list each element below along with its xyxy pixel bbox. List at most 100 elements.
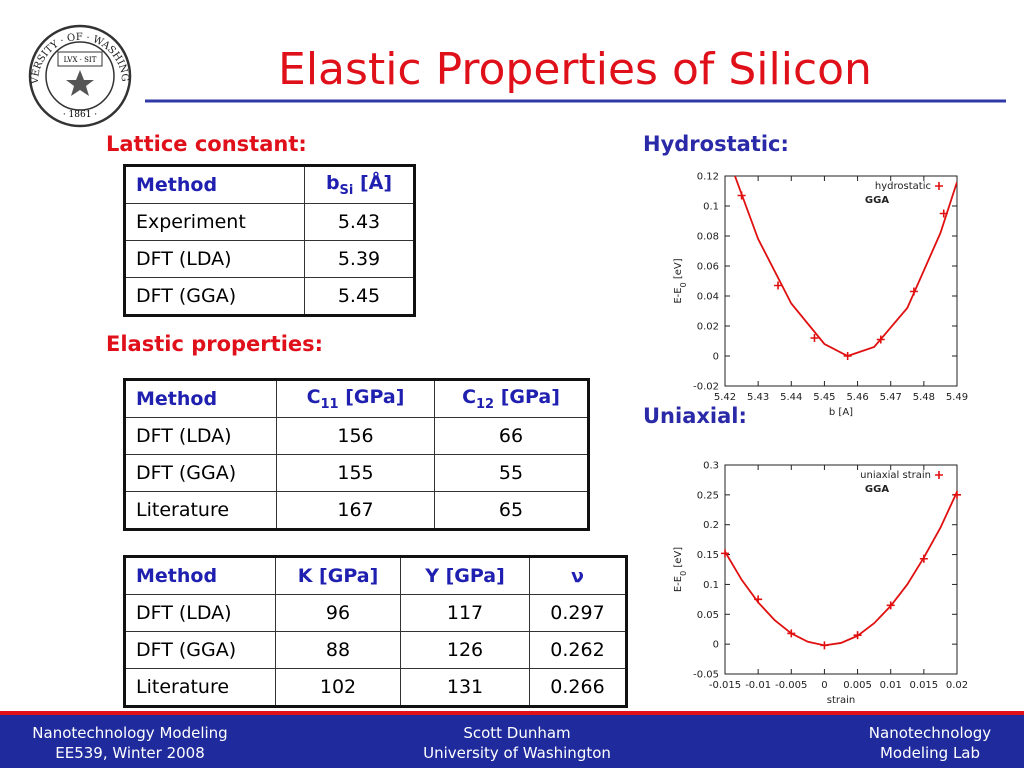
footer-text: University of Washington [423,744,611,762]
footer-text: Scott Dunham [463,724,570,742]
data-point [774,281,783,290]
table-row: Experiment 5.43 [124,203,415,241]
plot-frame [724,175,958,387]
footer-text: Nanotechnology [869,724,992,742]
legend-label: uniaxial strain [860,470,931,481]
y-tick-label: 0.3 [703,461,719,472]
section-heading: Hydrostatic: [643,132,789,156]
plot-frame [724,464,958,675]
y-tick-label: 0.1 [703,202,719,213]
y-label-subscript: 0 [679,282,688,287]
table-cell: DFT (GGA) [124,454,277,492]
footer: Nanotechnology Modeling EE539, Winter 20… [32,724,991,762]
header-row: Method K [GPa] Y [GPa] ν [124,556,627,595]
data-table: Method C11 [GPa] C12 [GPa] DFT (LDA) 156 66 DF… [123,378,590,531]
y-tick-label: 0 [713,640,719,651]
table-cell: Literature [124,668,276,707]
y-label-text: E-E [673,287,684,303]
header-cell: Method [124,165,305,204]
y-tick-label: 0.12 [697,172,719,183]
header-text: [GPa] [338,386,405,409]
annotation: GGA [865,195,889,206]
header-text: C [462,386,477,409]
header-subscript: 11 [320,396,339,412]
table-cell: 156 [276,417,435,455]
table-cell: 126 [400,631,530,669]
table-cell: 117 [400,594,530,632]
slide-title: Elastic Properties of Silicon [278,44,872,95]
header-row: Method C11 [GPa] C12 [GPa] [124,379,589,418]
table-row: DFT (GGA) 88 126 0.262 [124,631,627,669]
header-subscript: 12 [476,396,495,412]
header-text: [Å] [353,172,393,195]
logo-banner [57,51,103,67]
table-cell: 0.266 [529,668,627,707]
y-axis-label: E-E0 [eV] [673,547,688,592]
table-cell: 65 [434,491,589,530]
y-tick-label: 0.05 [697,610,719,621]
header-cell: K [GPa] [275,556,401,595]
table-cell: DFT (LDA) [124,240,305,278]
header-row: Method bSi [Å] [124,165,415,204]
x-tick-label: 5.45 [813,392,835,403]
table-row: DFT (GGA) 5.45 [124,277,415,316]
section-heading: Lattice constant: [106,132,307,156]
plot: -0.02 0 0.02 0.04 0.06 0.08 0.1 0.12 5.42 5.43 5.4… [673,172,968,419]
y-label-text: [eV] [673,258,684,282]
data-table: Method bSi [Å] Experiment 5.43 DFT (LDA) 5.39… [123,164,416,317]
x-tick-label: 0.01 [880,680,902,691]
y-tick-label: 0.15 [697,550,719,561]
footer-text: EE539, Winter 2008 [55,744,205,762]
logo-motto: LVX · SIT [64,56,97,64]
fit-curve [734,176,957,357]
logo-star [66,70,94,96]
table-cell: 5.39 [304,240,415,278]
header-cell: bSi [Å] [304,165,415,204]
header-cell: C11 [GPa] [276,379,435,418]
table-row: DFT (LDA) 5.39 [124,240,415,278]
y-label-subscript: 0 [679,571,688,576]
x-tick-label: 5.49 [946,392,968,403]
y-tick-label: 0.04 [697,292,719,303]
x-tick-label: -0.01 [745,680,771,691]
x-tick-label: -0.005 [775,680,807,691]
x-tick-label: 0.005 [843,680,872,691]
y-tick-label: -0.02 [693,382,719,393]
y-tick-label: 0.1 [703,580,719,591]
x-tick-label: 0.015 [910,680,939,691]
x-tick-label: 5.43 [747,392,769,403]
y-tick-label: 0.25 [697,490,719,501]
section-heading: Elastic properties: [106,332,323,356]
x-tick-label: 5.44 [780,392,802,403]
table-cell: DFT (LDA) [124,417,277,455]
header-cell: Method [124,379,277,418]
y-axis-label: E-E0 [eV] [673,258,688,303]
footer-band [0,715,1024,768]
logo-ring [28,24,132,128]
header-text: [GPa] [494,386,560,409]
data-point [721,549,729,558]
table-cell: 155 [276,454,435,492]
annotation: GGA [865,484,889,495]
table-cell: 5.45 [304,277,415,316]
y-tick-label: 0.06 [697,262,719,273]
y-label-text: [eV] [673,547,684,571]
footer-text: Modeling Lab [880,744,980,762]
table-row: Literature 102 131 0.266 [124,668,627,707]
x-axis-label: b [A] [829,407,853,418]
data-table: Method K [GPa] Y [GPa] ν DFT (LDA) 96 117 0.297… [123,555,628,708]
x-tick-label: 0.02 [946,680,968,691]
table-cell: DFT (LDA) [124,594,276,632]
logo-year: · 1861 · [63,110,97,120]
table-cell: 0.262 [529,631,627,669]
fit-curve [725,491,957,647]
logo-inner [45,41,115,111]
y-tick-label: 0.2 [703,520,719,531]
table-cell: 102 [275,668,401,707]
legend-marker [935,182,943,190]
y-label-text: E-E [673,576,684,592]
table-cell: DFT (GGA) [124,277,305,316]
x-tick-label: 0 [821,680,827,691]
y-tick-label: 0 [713,352,719,363]
